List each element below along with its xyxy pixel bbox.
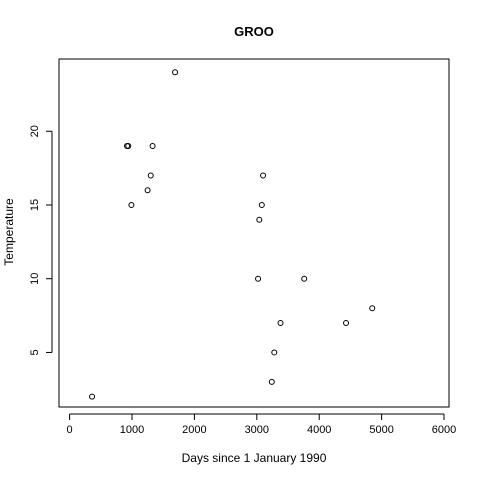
- plot-frame: [58, 58, 450, 408]
- y-tick-label: 10: [29, 273, 41, 285]
- data-point: [147, 172, 154, 179]
- y-tick-label: 20: [29, 125, 41, 137]
- x-tick-label: 5000: [369, 424, 393, 436]
- data-point: [255, 275, 262, 282]
- data-point: [343, 319, 350, 326]
- data-point: [89, 393, 96, 400]
- x-tick-label: 0: [67, 424, 73, 436]
- data-point: [277, 319, 284, 326]
- data-point: [125, 143, 132, 149]
- x-tick-label: 2000: [182, 424, 206, 436]
- data-point: [256, 216, 263, 223]
- data-point: [369, 305, 376, 312]
- x-tick-label: 4000: [307, 424, 331, 436]
- data-point: [149, 143, 156, 149]
- x-axis: 0 1000 2000 3000 4000 5000 6000: [67, 413, 456, 436]
- data-point: [268, 378, 275, 385]
- chart-title: GROO: [234, 24, 274, 39]
- x-tick-label: 3000: [245, 424, 269, 436]
- x-tick-label: 6000: [432, 424, 456, 436]
- data-point: [144, 187, 151, 194]
- data-point: [271, 349, 278, 356]
- data-points: [89, 69, 376, 400]
- x-tick-label: 1000: [120, 424, 144, 436]
- y-axis-label: Temperature: [2, 198, 16, 266]
- data-point: [128, 201, 135, 208]
- y-tick-label: 15: [29, 199, 41, 211]
- data-point: [301, 275, 308, 282]
- y-tick-label: 5: [29, 349, 41, 355]
- y-axis: 5 10 15 20: [29, 125, 53, 356]
- data-point: [258, 201, 265, 208]
- data-point: [172, 69, 179, 76]
- x-axis-label: Days since 1 January 1990: [182, 451, 327, 465]
- data-point: [260, 172, 267, 179]
